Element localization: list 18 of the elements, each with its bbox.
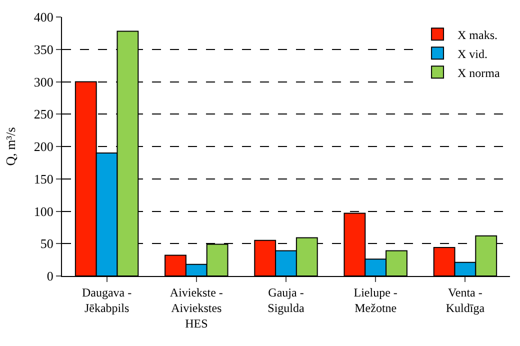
y-tick-label: 350 [34, 42, 54, 57]
y-tick-label: 200 [34, 139, 54, 154]
y-tick-label: 150 [34, 171, 54, 186]
x-tick-label: Venta - Kuldīga [446, 285, 486, 315]
x-tick-label: Gauja - Sigulda [268, 285, 306, 315]
x-tick-label: Aiviekste - Aiviekstes HES [170, 285, 223, 331]
y-tick-label: 250 [34, 106, 54, 122]
x-tick-label: Daugava - Jēkabpils [82, 285, 132, 315]
y-tick-label: 400 [34, 10, 54, 25]
y-tick-label: 50 [40, 236, 54, 252]
legend-label: X norma [458, 66, 501, 80]
legend-label: X maks. [458, 28, 498, 42]
y-tick-label: 0 [46, 268, 54, 284]
y-tick-label: 100 [34, 204, 54, 219]
legend-label: X vid. [458, 46, 488, 61]
y-tick-label: 300 [34, 74, 54, 90]
x-tick-label: Lielupe - Mežotne [354, 285, 398, 315]
y-axis-title: Q, m³/s [2, 127, 18, 166]
